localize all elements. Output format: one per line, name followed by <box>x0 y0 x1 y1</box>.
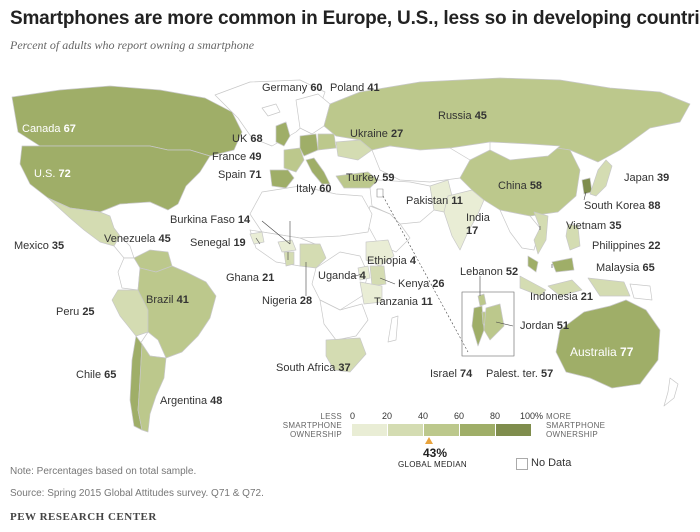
label-france: France 49 <box>212 151 262 163</box>
indonesia-shape <box>519 275 631 297</box>
tanzania-shape <box>359 281 383 305</box>
argentina-shape <box>137 343 167 433</box>
label-indonesia: Indonesia 21 <box>530 291 594 303</box>
median-marker-icon <box>425 437 434 444</box>
canada-shape <box>11 85 243 157</box>
label-malaysia: Malaysia 65 <box>596 262 655 274</box>
label-canada: Canada 67 <box>22 123 76 135</box>
legend-bin-80-100 <box>496 424 531 436</box>
japan-shape <box>589 159 613 197</box>
no-data-swatch <box>516 458 528 470</box>
label-israel: Israel 74 <box>430 368 473 380</box>
global-median-value: 43% <box>423 446 448 460</box>
label-philippines: Philippines 22 <box>592 240 661 252</box>
label-us: U.S. 72 <box>34 168 71 180</box>
label-pakistan: Pakistan 11 <box>406 195 463 207</box>
lebanon-shape <box>477 293 487 307</box>
label-italy: Italy 60 <box>296 183 332 195</box>
label-jordan: Jordan 51 <box>520 320 569 332</box>
usa-shape <box>19 145 211 213</box>
label-vietnam: Vietnam 35 <box>566 220 622 232</box>
burkina-faso-shape <box>277 239 297 253</box>
label-senegal: Senegal 19 <box>190 237 246 249</box>
israel-shape <box>471 305 485 347</box>
label-lebanon: Lebanon 52 <box>460 266 519 278</box>
france-shape <box>283 147 305 173</box>
label-burkina-faso: Burkina Faso 14 <box>170 214 251 226</box>
jordan-shape <box>483 303 505 341</box>
label-china: China 58 <box>498 180 543 192</box>
philippines-shape <box>565 223 581 251</box>
poland-shape <box>317 133 337 151</box>
label-germany: Germany 60 <box>262 82 323 94</box>
malaysia-shape <box>527 255 575 273</box>
label-uganda: Uganda 4 <box>318 270 366 282</box>
chart-subtitle: Percent of adults who report owning a sm… <box>10 38 255 52</box>
label-nigeria: Nigeria 28 <box>262 295 313 307</box>
label-south-africa: South Africa 37 <box>276 362 351 374</box>
label-peru: Peru 25 <box>56 306 95 318</box>
legend-bin-60-80 <box>460 424 495 436</box>
label-ukraine: Ukraine 27 <box>350 128 404 140</box>
label-palestinian-territories: Palest. ter. 57 <box>486 368 554 380</box>
levant-inset-box <box>461 291 515 357</box>
label-japan: Japan 39 <box>624 172 670 184</box>
global-median-label: GLOBAL MEDIAN <box>398 460 467 469</box>
organization-credit: PEW RESEARCH CENTER <box>10 511 157 523</box>
label-india: India 17 <box>466 212 490 237</box>
legend-more-label: MORE SMARTPHONE OWNERSHIP <box>546 412 606 439</box>
germany-shape <box>299 133 319 157</box>
world-map <box>11 77 691 433</box>
ethiopia-shape <box>365 239 395 267</box>
label-kenya: Kenya 26 <box>398 278 445 290</box>
chart-title: Smartphones are more common in Europe, U… <box>10 8 700 29</box>
source-note: Source: Spring 2015 Global Attitudes sur… <box>10 488 264 499</box>
legend-bin-40-60 <box>424 424 459 436</box>
label-tanzania: Tanzania 11 <box>374 296 433 308</box>
label-chile: Chile 65 <box>76 369 117 381</box>
ghana-shape <box>283 251 295 267</box>
senegal-shape <box>249 231 265 245</box>
label-poland: Poland 41 <box>330 82 380 94</box>
label-turkey: Turkey 59 <box>346 172 395 184</box>
legend-bin-0-20 <box>352 424 387 436</box>
uganda-shape <box>357 265 371 281</box>
label-spain: Spain 71 <box>218 169 262 181</box>
label-uk: UK 68 <box>232 133 263 145</box>
label-russia: Russia 45 <box>438 110 487 122</box>
legend-tick: 60 <box>454 411 465 421</box>
legend-less-label: LESS SMARTPHONE OWNERSHIP <box>282 412 342 439</box>
label-mexico: Mexico 35 <box>14 240 65 252</box>
label-ethiopia: Ethiopia 4 <box>367 255 416 267</box>
legend-tick: 100% <box>520 411 544 421</box>
no-data-label: No Data <box>531 457 572 469</box>
footnote: Note: Percentages based on total sample. <box>10 466 197 477</box>
label-argentina: Argentina 48 <box>160 395 223 407</box>
label-south-korea: South Korea 88 <box>584 200 661 212</box>
legend-bin-20-40 <box>388 424 423 436</box>
uk-shape <box>275 121 291 147</box>
brazil-shape <box>137 265 217 359</box>
spain-shape <box>269 169 295 189</box>
legend-tick: 80 <box>490 411 501 421</box>
legend-tick: 40 <box>418 411 429 421</box>
legend-tick: 20 <box>382 411 393 421</box>
south-africa-shape <box>325 337 367 373</box>
italy-shape <box>305 157 331 185</box>
label-australia: Australia 77 <box>570 345 634 359</box>
legend-tick: 0 <box>350 411 356 421</box>
label-venezuela: Venezuela 45 <box>104 233 171 245</box>
australia-shape <box>555 299 661 389</box>
nigeria-shape <box>299 243 327 269</box>
russia-shape <box>323 77 691 163</box>
ukraine-shape <box>335 139 373 161</box>
kenya-shape <box>369 265 387 287</box>
label-ghana: Ghana 21 <box>226 272 275 284</box>
label-brazil: Brazil 41 <box>146 294 189 306</box>
